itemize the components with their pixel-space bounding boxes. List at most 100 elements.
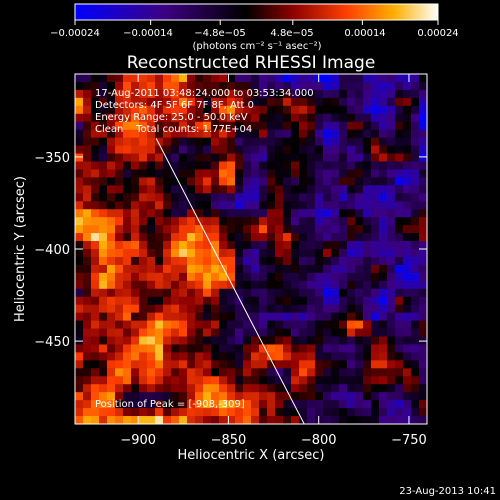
heatmap-cell bbox=[115, 201, 124, 210]
heatmap-cell bbox=[115, 241, 124, 250]
heatmap-cell bbox=[403, 416, 412, 424]
heatmap-cell bbox=[275, 288, 284, 298]
heatmap-cell bbox=[307, 169, 316, 179]
heatmap-cell bbox=[355, 105, 364, 115]
heatmap-cell bbox=[235, 105, 244, 115]
heatmap-cell bbox=[411, 137, 420, 147]
heatmap-cell bbox=[171, 185, 180, 194]
heatmap-cell bbox=[147, 256, 156, 266]
heatmap-cell bbox=[363, 408, 372, 417]
info-energy-range: Energy Range: 25.0 - 50.0 keV bbox=[95, 112, 248, 123]
heatmap-cell bbox=[259, 376, 268, 385]
heatmap-cell bbox=[99, 193, 108, 202]
heatmap-cell bbox=[115, 264, 124, 274]
heatmap-cell bbox=[123, 89, 132, 99]
heatmap-cell bbox=[323, 185, 332, 194]
heatmap-cell bbox=[339, 312, 348, 322]
heatmap-cell bbox=[163, 137, 172, 147]
heatmap-cell bbox=[171, 408, 180, 417]
heatmap-cell bbox=[83, 161, 92, 171]
heatmap-cell bbox=[219, 312, 228, 322]
heatmap-cell bbox=[219, 113, 228, 123]
heatmap-cell bbox=[315, 193, 324, 202]
heatmap-cell bbox=[75, 376, 84, 385]
heatmap-cell bbox=[251, 352, 260, 361]
heatmap-cell bbox=[155, 280, 164, 290]
heatmap-cell bbox=[147, 113, 156, 123]
heatmap-cell bbox=[163, 81, 172, 91]
heatmap-cell bbox=[355, 312, 364, 322]
heatmap-cell bbox=[283, 312, 292, 322]
heatmap-cell bbox=[395, 256, 404, 266]
heatmap-cell bbox=[347, 169, 356, 179]
heatmap-cell bbox=[243, 288, 252, 298]
heatmap-cell bbox=[315, 169, 324, 179]
heatmap-cell bbox=[211, 376, 220, 385]
heatmap-cell bbox=[419, 129, 427, 139]
heatmap-cell bbox=[139, 97, 148, 107]
heatmap-cell bbox=[371, 416, 380, 424]
heatmap-cell bbox=[235, 217, 244, 226]
heatmap-cell bbox=[123, 320, 132, 330]
heatmap-cell bbox=[187, 336, 196, 346]
x-axis-label: Heliocentric X (arcsec) bbox=[178, 448, 325, 463]
heatmap-cell bbox=[315, 249, 324, 258]
heatmap-cell bbox=[163, 352, 172, 361]
heatmap-cell bbox=[291, 280, 300, 290]
heatmap-cell bbox=[115, 233, 124, 242]
heatmap-cell bbox=[235, 352, 244, 361]
heatmap-cell bbox=[299, 320, 308, 330]
heatmap-cell bbox=[147, 320, 156, 330]
heatmap-cell bbox=[315, 312, 324, 322]
heatmap-cell bbox=[187, 416, 196, 424]
heatmap-cell bbox=[75, 177, 84, 186]
heatmap-cell bbox=[131, 225, 140, 234]
heatmap-cell bbox=[411, 193, 420, 202]
heatmap-cell bbox=[147, 304, 156, 314]
heatmap-cell bbox=[291, 225, 300, 234]
heatmap-cell bbox=[235, 241, 244, 250]
heatmap-cell bbox=[307, 129, 316, 139]
heatmap-cell bbox=[323, 256, 332, 266]
heatmap-cell bbox=[379, 105, 388, 115]
heatmap-cell bbox=[307, 256, 316, 266]
heatmap-cell bbox=[83, 344, 92, 354]
heatmap-cell bbox=[355, 81, 364, 91]
heatmap-cell bbox=[315, 360, 324, 369]
heatmap-cell bbox=[275, 360, 284, 369]
heatmap-cell bbox=[227, 288, 236, 298]
heatmap-cell bbox=[307, 280, 316, 290]
heatmap-cell bbox=[259, 145, 268, 155]
heatmap-cell bbox=[131, 320, 140, 330]
heatmap-cell bbox=[179, 320, 188, 330]
heatmap-cell bbox=[75, 97, 84, 107]
heatmap-cell bbox=[219, 137, 228, 147]
heatmap-cell bbox=[227, 280, 236, 290]
heatmap-cell bbox=[331, 129, 340, 139]
y-axis-label: Heliocentric Y (arcsec) bbox=[13, 176, 28, 322]
heatmap-cell bbox=[211, 241, 220, 250]
heatmap-cell bbox=[171, 256, 180, 266]
heatmap-cell bbox=[179, 312, 188, 322]
heatmap-cell bbox=[187, 113, 196, 123]
heatmap-cell bbox=[131, 304, 140, 314]
heatmap-cell bbox=[227, 209, 236, 218]
heatmap-cell bbox=[115, 113, 124, 123]
heatmap-cell bbox=[179, 272, 188, 282]
heatmap-cell bbox=[99, 241, 108, 250]
heatmap-cell bbox=[339, 105, 348, 115]
heatmap-cell bbox=[395, 177, 404, 186]
heatmap-cell bbox=[403, 328, 412, 338]
heatmap-cell bbox=[291, 288, 300, 298]
heatmap-cell bbox=[275, 217, 284, 226]
heatmap-cell bbox=[411, 225, 420, 234]
heatmap-cell bbox=[131, 408, 140, 417]
heatmap-cell bbox=[99, 161, 108, 171]
heatmap-cell bbox=[227, 153, 236, 163]
heatmap-cell bbox=[219, 264, 228, 274]
heatmap-cell bbox=[99, 233, 108, 242]
heatmap-cell bbox=[347, 209, 356, 218]
heatmap-cell bbox=[411, 392, 420, 401]
heatmap-cell bbox=[203, 376, 212, 385]
heatmap-cell bbox=[91, 360, 100, 369]
